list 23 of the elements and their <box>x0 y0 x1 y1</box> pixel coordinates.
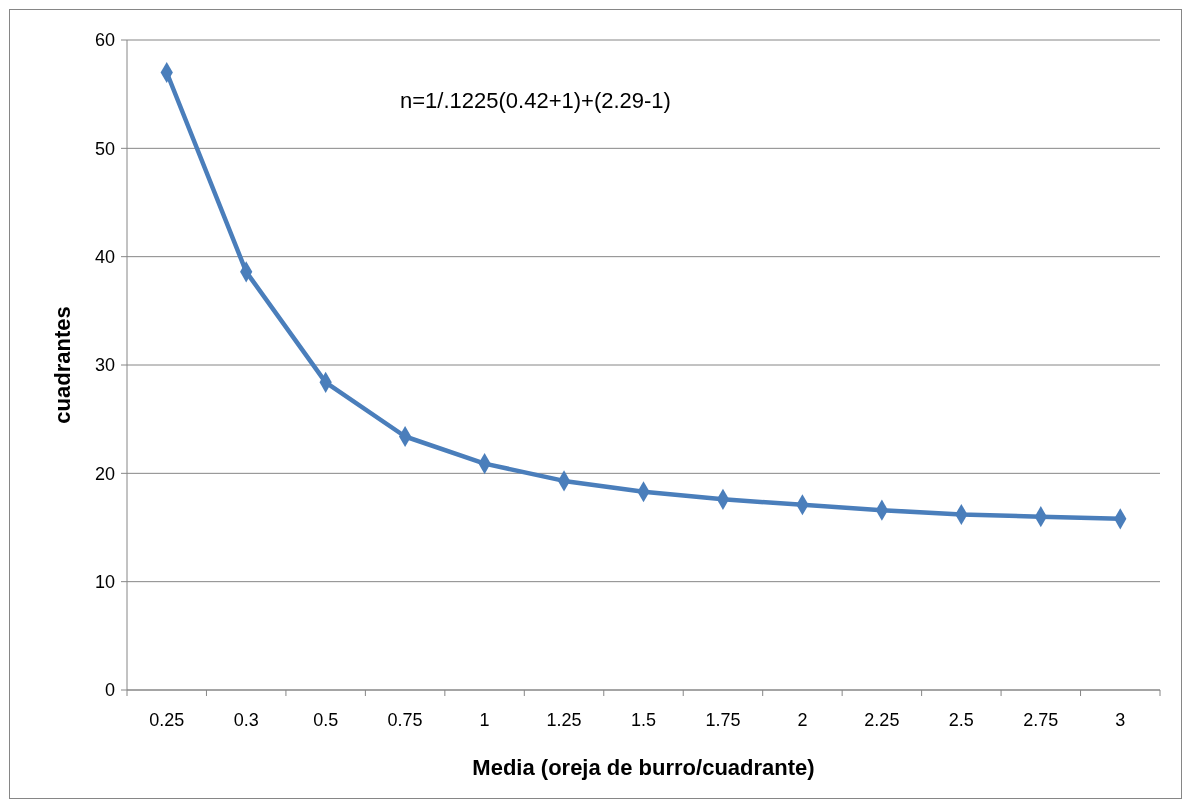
x-tick-label: 0.5 <box>313 710 339 730</box>
y-tick-label: 10 <box>94 571 115 592</box>
x-tick-label: 2 <box>797 710 808 730</box>
y-tick-label: 0 <box>104 680 115 701</box>
x-tick-label: 1.75 <box>705 710 741 730</box>
x-tick-label: 0.25 <box>149 710 185 730</box>
y-tick-label: 50 <box>94 138 115 159</box>
x-tick-label: 3 <box>1115 710 1126 730</box>
y-tick-label: 20 <box>94 463 115 484</box>
x-tick-label: 2.25 <box>864 710 900 730</box>
x-tick-label: 1 <box>479 710 490 730</box>
x-tick-label: 2.75 <box>1023 710 1059 730</box>
x-tick-label: 1.5 <box>630 710 657 730</box>
x-tick-label: 2.5 <box>948 710 974 730</box>
x-tick-label: 0.3 <box>233 710 259 730</box>
x-tick-label: 0.75 <box>387 710 423 730</box>
annotation: n=1/.1225(0.42+1)+(2.29-1) <box>400 88 671 113</box>
y-tick-label: 40 <box>94 246 115 267</box>
y-tick-label: 30 <box>94 355 115 376</box>
y-axis-title: cuadrantes <box>50 306 75 424</box>
x-axis-title: Media (oreja de burro/cuadrante) <box>472 755 815 780</box>
x-tick-label: 1.25 <box>546 710 582 730</box>
y-tick-label: 60 <box>94 30 115 51</box>
